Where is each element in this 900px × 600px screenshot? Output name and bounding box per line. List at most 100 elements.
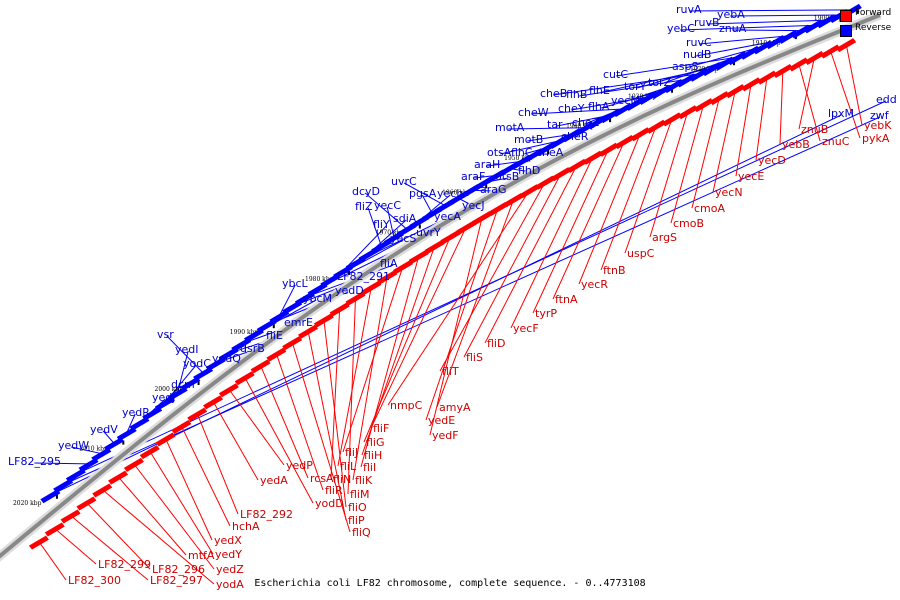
reverse-gene-label: araG xyxy=(480,183,507,196)
reverse-leader-line xyxy=(685,45,763,69)
forward-gene-label: yebK xyxy=(864,119,892,132)
reverse-gene-label: yech xyxy=(437,187,463,200)
reverse-gene-label: flhA xyxy=(588,100,610,113)
forward-gene-label: hchA xyxy=(232,520,260,533)
reverse-gene-label: yecS xyxy=(390,232,416,245)
reverse-leader-line xyxy=(556,114,611,127)
reverse-leader-line xyxy=(616,56,738,77)
legend-reverse: Reverse xyxy=(840,23,900,38)
forward-gene-label: ftnA xyxy=(555,293,578,306)
forward-gene-label: uspC xyxy=(627,247,655,260)
reverse-leader-line xyxy=(102,430,115,444)
reverse-leader-line xyxy=(571,96,649,111)
forward-leader-line xyxy=(429,217,483,436)
forward-leader-line xyxy=(347,297,357,495)
forward-gene-arrow xyxy=(266,347,287,362)
forward-gene-arrow xyxy=(187,407,208,422)
forward-leader-line xyxy=(552,140,626,300)
forward-gene-arrow xyxy=(250,359,271,374)
reverse-gene-label: sdiA xyxy=(393,212,417,225)
kbp-tick-label: 1990 kbp xyxy=(230,329,259,336)
forward-leader-line xyxy=(307,330,347,521)
forward-gene-label: mtfA xyxy=(188,549,215,562)
forward-gene-arrow xyxy=(28,535,49,550)
forward-leader-line xyxy=(845,43,863,126)
forward-gene-arrow xyxy=(203,395,224,410)
forward-leader-line xyxy=(439,181,546,372)
reverse-gene-label: cutC xyxy=(603,68,628,81)
chromosome-backbone xyxy=(0,10,882,562)
forward-label: Forward xyxy=(855,8,892,18)
reverse-leader-line xyxy=(500,140,560,155)
reverse-gene-arrow xyxy=(231,337,252,352)
forward-leader-line xyxy=(532,148,610,314)
kbp-tick-label: 2010 kbp xyxy=(79,446,108,453)
reverse-gene-label: otsA xyxy=(487,146,512,159)
forward-gene-label: yedA xyxy=(260,474,288,487)
reverse-gene-label: araF xyxy=(461,170,485,183)
reverse-gene-label: fliE xyxy=(266,329,283,342)
reverse-gene-label: yecA xyxy=(434,210,461,223)
forward-leader-line xyxy=(260,365,309,479)
reverse-leader-line xyxy=(689,9,852,12)
forward-gene-arrow xyxy=(76,496,97,511)
reverse-gene-arrow xyxy=(53,478,74,493)
reverse-gene-label: yedR xyxy=(122,406,150,419)
forward-gene-arrow xyxy=(282,336,303,351)
reverse-leader-line xyxy=(403,182,446,206)
forward-gene-arrow xyxy=(298,324,319,339)
forward-gene-label: yedY xyxy=(215,548,242,561)
reverse-leader-line xyxy=(166,335,204,374)
forward-gene-label: znuB xyxy=(801,123,828,136)
backbone-line xyxy=(0,13,881,559)
forward-gene-label: fliP xyxy=(348,514,365,527)
reverse-gene-label: lpxM xyxy=(828,107,854,120)
reverse-gene-label: dcm xyxy=(171,378,195,391)
reverse-leader-line xyxy=(579,78,687,97)
reverse-gene-arrow xyxy=(129,416,150,431)
forward-gene-label: yedF xyxy=(432,429,459,442)
forward-leader-line xyxy=(212,401,259,481)
forward-gene-label: LF82_296 xyxy=(152,563,205,576)
reverse-gene-label: yodC xyxy=(183,357,211,370)
reverse-gene-label: yecM xyxy=(611,94,640,107)
forward-gene-arrow xyxy=(424,239,445,254)
reverse-gene-label: fliZ xyxy=(355,200,373,213)
reverse-gene-arrow xyxy=(193,366,214,381)
forward-leader-line xyxy=(578,133,641,285)
forward-leader-line xyxy=(712,90,736,193)
forward-gene-label: yodA xyxy=(216,578,244,591)
reverse-gene-label: uvrC xyxy=(391,175,417,188)
reverse-leader-line xyxy=(527,133,573,142)
forward-leader-line xyxy=(779,70,784,145)
reverse-leader-line xyxy=(421,194,433,214)
forward-gene-arrow xyxy=(725,84,746,99)
forward-gene-arrow xyxy=(408,249,429,264)
forward-leader-line xyxy=(755,76,768,161)
forward-gene-arrow xyxy=(662,112,683,127)
forward-gene-arrow xyxy=(329,302,350,317)
forward-gene-arrow xyxy=(757,70,778,85)
forward-leader-line xyxy=(829,50,861,139)
forward-leader-line xyxy=(275,353,324,491)
reverse-gene-label: aspS xyxy=(672,60,698,73)
forward-leader-line xyxy=(149,450,214,555)
forward-gene-label: fliR xyxy=(325,484,343,497)
forward-gene-label: yecE xyxy=(738,170,764,183)
reverse-leader-line xyxy=(342,225,387,272)
forward-gene-label: fliG xyxy=(366,436,385,449)
reverse-gene-arrow xyxy=(142,406,163,421)
reverse-gene-label: ybcL xyxy=(282,277,309,290)
kbp-tick-mark xyxy=(122,440,125,445)
forward-gene-arrow xyxy=(60,509,81,524)
reverse-leader-line xyxy=(680,24,814,31)
forward-gene-arrow xyxy=(582,150,603,165)
forward-gene-label: nmpC xyxy=(390,399,423,412)
reverse-gene-label: dcyD xyxy=(352,185,380,198)
forward-gene-arrow xyxy=(567,158,588,173)
forward-gene-label: fliI xyxy=(363,461,376,474)
reverse-gene-label: zwf xyxy=(870,109,890,122)
forward-gene-arrow xyxy=(155,432,176,447)
forward-leader-line xyxy=(196,413,239,515)
kbp-tick-mark xyxy=(418,224,421,229)
